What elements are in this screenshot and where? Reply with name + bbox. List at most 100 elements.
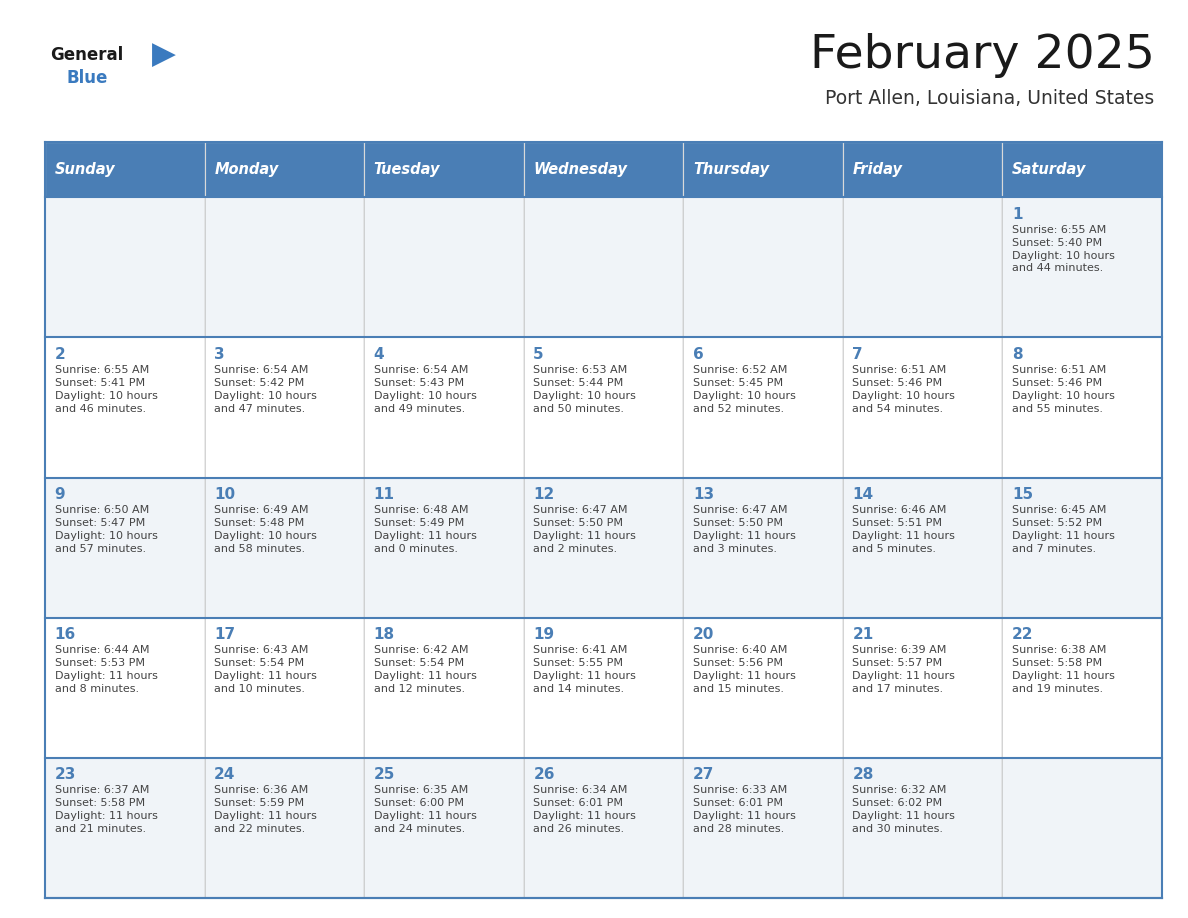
Text: Sunrise: 6:46 AM: Sunrise: 6:46 AM [852,505,947,515]
Text: Friday: Friday [852,162,903,177]
Text: Sunset: 5:49 PM: Sunset: 5:49 PM [374,518,465,528]
Text: Sunset: 5:43 PM: Sunset: 5:43 PM [374,378,463,387]
Text: Daylight: 11 hours: Daylight: 11 hours [693,531,796,541]
Text: 8: 8 [1012,347,1023,362]
Text: and 46 minutes.: and 46 minutes. [55,404,146,413]
Text: Blue: Blue [67,69,108,87]
Text: Sunrise: 6:41 AM: Sunrise: 6:41 AM [533,645,627,655]
Text: 22: 22 [1012,627,1034,642]
Text: Sunrise: 6:33 AM: Sunrise: 6:33 AM [693,785,788,795]
Text: and 28 minutes.: and 28 minutes. [693,823,784,834]
Text: 10: 10 [214,487,235,502]
Text: Sunset: 5:51 PM: Sunset: 5:51 PM [852,518,942,528]
Bar [204,757,365,898]
Bar [842,197,1003,338]
Text: Sunrise: 6:54 AM: Sunrise: 6:54 AM [374,365,468,375]
Bar [842,142,1003,197]
Bar [524,142,683,197]
Text: and 58 minutes.: and 58 minutes. [214,543,305,554]
Text: Sunset: 5:58 PM: Sunset: 5:58 PM [55,798,145,808]
Text: Sunset: 5:45 PM: Sunset: 5:45 PM [693,378,783,387]
Text: and 22 minutes.: and 22 minutes. [214,823,305,834]
Text: Sunrise: 6:53 AM: Sunrise: 6:53 AM [533,365,627,375]
Text: Sunday: Sunday [55,162,115,177]
Text: and 47 minutes.: and 47 minutes. [214,404,305,413]
Bar [365,757,524,898]
Bar [683,757,842,898]
Text: Sunrise: 6:55 AM: Sunrise: 6:55 AM [55,365,148,375]
Text: Daylight: 11 hours: Daylight: 11 hours [852,531,955,541]
Text: 25: 25 [374,767,396,782]
Bar [524,338,683,477]
Text: Sunset: 6:00 PM: Sunset: 6:00 PM [374,798,463,808]
Text: 14: 14 [852,487,873,502]
Bar [683,142,842,197]
Bar [683,477,842,618]
Text: 4: 4 [374,347,385,362]
Text: Port Allen, Louisiana, United States: Port Allen, Louisiana, United States [826,89,1155,107]
Text: 12: 12 [533,487,555,502]
Text: 24: 24 [214,767,235,782]
Text: 1: 1 [1012,207,1023,221]
Text: Daylight: 11 hours: Daylight: 11 hours [214,671,317,681]
Text: 9: 9 [55,487,65,502]
Text: Sunset: 5:44 PM: Sunset: 5:44 PM [533,378,624,387]
Text: Sunrise: 6:32 AM: Sunrise: 6:32 AM [852,785,947,795]
Bar [1003,757,1162,898]
Text: Daylight: 11 hours: Daylight: 11 hours [1012,671,1114,681]
Bar [365,197,524,338]
Text: Daylight: 10 hours: Daylight: 10 hours [1012,391,1114,400]
Text: Daylight: 11 hours: Daylight: 11 hours [693,671,796,681]
Text: Daylight: 10 hours: Daylight: 10 hours [1012,251,1114,261]
Bar [524,757,683,898]
Text: Daylight: 11 hours: Daylight: 11 hours [1012,531,1114,541]
Bar [842,338,1003,477]
Text: 11: 11 [374,487,394,502]
Text: Sunset: 5:54 PM: Sunset: 5:54 PM [214,658,304,668]
Text: 13: 13 [693,487,714,502]
Text: and 14 minutes.: and 14 minutes. [533,684,625,694]
Polygon shape [152,43,176,67]
Bar [1003,197,1162,338]
Text: Saturday: Saturday [1012,162,1086,177]
Text: 15: 15 [1012,487,1034,502]
Text: 2: 2 [55,347,65,362]
Text: Daylight: 10 hours: Daylight: 10 hours [693,391,796,400]
Bar [204,197,365,338]
Bar [524,618,683,757]
Text: Wednesday: Wednesday [533,162,627,177]
Text: and 0 minutes.: and 0 minutes. [374,543,457,554]
Bar [365,338,524,477]
Text: Sunrise: 6:47 AM: Sunrise: 6:47 AM [533,505,627,515]
Bar [842,618,1003,757]
Text: and 8 minutes.: and 8 minutes. [55,684,139,694]
Bar [1003,338,1162,477]
Text: and 7 minutes.: and 7 minutes. [1012,543,1097,554]
Text: Daylight: 10 hours: Daylight: 10 hours [533,391,637,400]
Text: and 19 minutes.: and 19 minutes. [1012,684,1102,694]
Text: Sunset: 5:46 PM: Sunset: 5:46 PM [852,378,942,387]
Text: Sunrise: 6:37 AM: Sunrise: 6:37 AM [55,785,148,795]
Text: and 55 minutes.: and 55 minutes. [1012,404,1102,413]
Text: Daylight: 10 hours: Daylight: 10 hours [374,391,476,400]
Text: 28: 28 [852,767,873,782]
Bar [45,477,204,618]
Text: and 49 minutes.: and 49 minutes. [374,404,465,413]
Text: and 57 minutes.: and 57 minutes. [55,543,146,554]
Text: Sunrise: 6:43 AM: Sunrise: 6:43 AM [214,645,309,655]
Text: Daylight: 11 hours: Daylight: 11 hours [693,811,796,821]
Text: and 50 minutes.: and 50 minutes. [533,404,625,413]
Text: Sunrise: 6:54 AM: Sunrise: 6:54 AM [214,365,309,375]
Text: Sunrise: 6:34 AM: Sunrise: 6:34 AM [533,785,627,795]
Text: Daylight: 11 hours: Daylight: 11 hours [852,671,955,681]
Text: Sunset: 5:48 PM: Sunset: 5:48 PM [214,518,304,528]
Text: Sunrise: 6:45 AM: Sunrise: 6:45 AM [1012,505,1106,515]
Text: Daylight: 11 hours: Daylight: 11 hours [55,671,158,681]
Text: and 26 minutes.: and 26 minutes. [533,823,625,834]
Bar [683,338,842,477]
Text: and 21 minutes.: and 21 minutes. [55,823,146,834]
Text: Sunset: 5:42 PM: Sunset: 5:42 PM [214,378,304,387]
Text: Sunset: 5:52 PM: Sunset: 5:52 PM [1012,518,1102,528]
Text: 6: 6 [693,347,703,362]
Text: Sunset: 6:02 PM: Sunset: 6:02 PM [852,798,942,808]
